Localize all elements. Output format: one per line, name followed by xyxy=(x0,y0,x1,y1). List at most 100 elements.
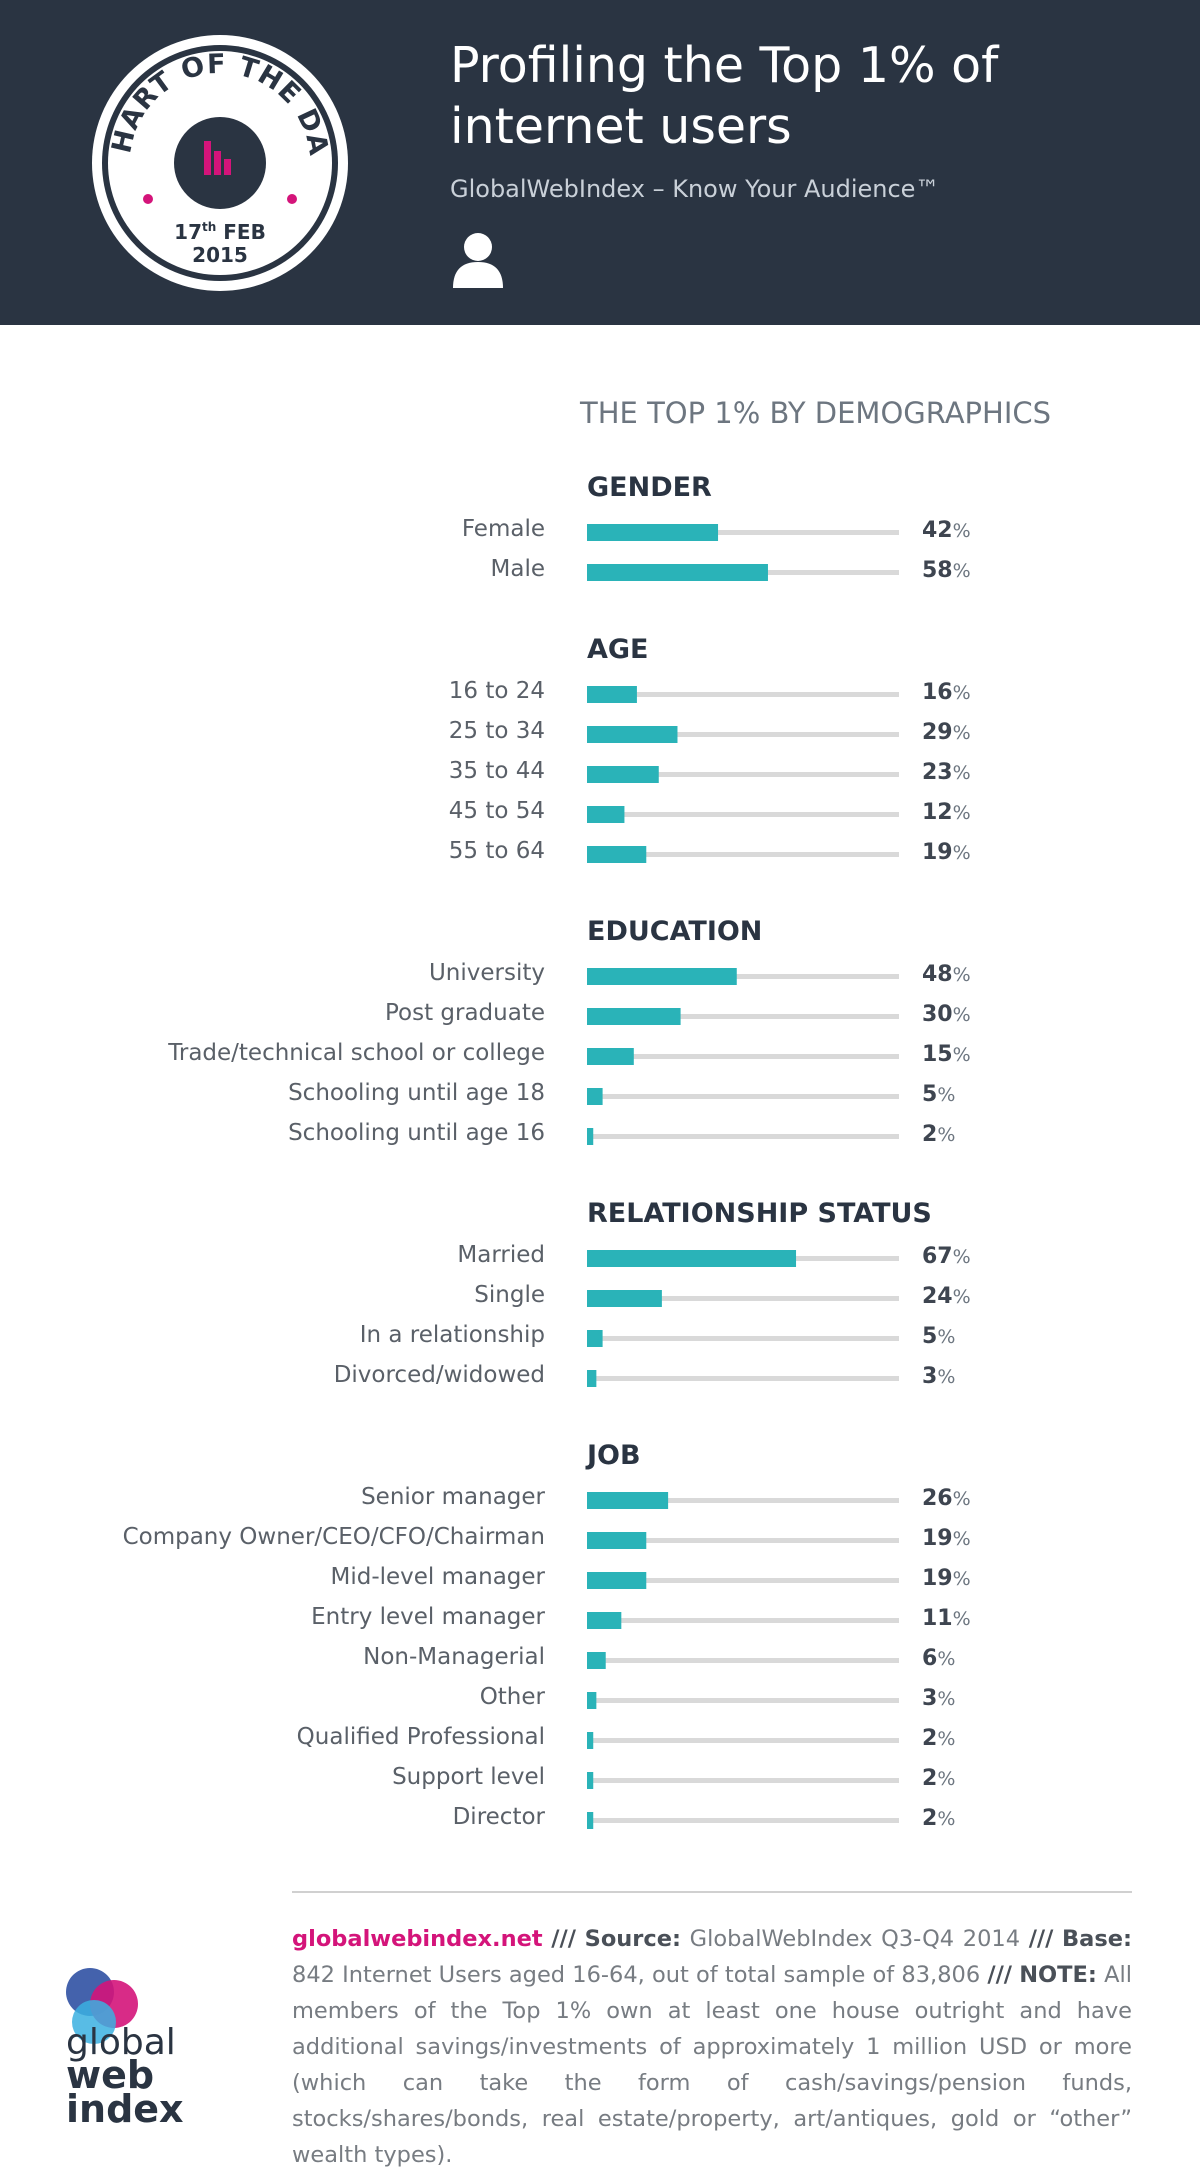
bar-value-entry-level-manager: 11% xyxy=(922,1606,971,1631)
bar-label-trade-technical-school-or-college: Trade/technical school or college xyxy=(167,1040,545,1066)
bar-value-schooling-until-age-18: 5% xyxy=(922,1082,955,1107)
bar-55-to-64 xyxy=(587,846,647,863)
badge-dot-right xyxy=(287,194,297,204)
chart-title: THE TOP 1% BY DEMOGRAPHICS xyxy=(580,396,1052,430)
bar-value-35-to-44: 23% xyxy=(922,760,971,785)
bar-label-non-managerial: Non-Managerial xyxy=(363,1644,545,1670)
bar-entry-level-manager xyxy=(587,1612,622,1629)
logo-word-index: index xyxy=(66,2087,184,2131)
chart-of-the-day-badge: CHART OF THE DAY 17th FEB 2015 xyxy=(90,33,348,291)
bar-label-married: Married xyxy=(457,1242,545,1268)
bar-16-to-24 xyxy=(587,686,637,703)
bar-support-level xyxy=(587,1772,594,1789)
bar-label-senior-manager: Senior manager xyxy=(361,1484,545,1510)
bar-value-mid-level-manager: 19% xyxy=(922,1566,971,1591)
bar-label-university: University xyxy=(429,960,545,986)
bar-label-entry-level-manager: Entry level manager xyxy=(311,1604,545,1630)
bar-label-schooling-until-age-18: Schooling until age 18 xyxy=(288,1080,545,1106)
bar-track xyxy=(587,1054,899,1059)
bar-value-25-to-34: 29% xyxy=(922,720,971,745)
header-banner: CHART OF THE DAY 17th FEB 2015 Profiling… xyxy=(0,0,1200,325)
bar-married xyxy=(587,1250,797,1267)
group-heading-relationship-status: RELATIONSHIP STATUS xyxy=(587,1198,932,1229)
bar-track xyxy=(587,1658,899,1663)
badge-dot-left xyxy=(143,194,153,204)
logo-word-web: web xyxy=(66,2053,155,2097)
bar-qualified-professional xyxy=(587,1732,594,1749)
bar-track xyxy=(587,772,899,777)
bar-other xyxy=(587,1692,597,1709)
bar-track xyxy=(587,1818,899,1823)
bar-label-divorced-widowed: Divorced/widowed xyxy=(334,1362,545,1388)
bar-label-45-to-54: 45 to 54 xyxy=(449,798,545,824)
logo-circles-icon xyxy=(66,1968,138,2044)
bar-label-in-a-relationship: In a relationship xyxy=(360,1322,545,1348)
bar-label-male: Male xyxy=(491,556,545,582)
bar-track xyxy=(587,1498,899,1503)
bar-track xyxy=(587,1738,899,1743)
bar-track xyxy=(587,1336,899,1341)
bar-value-company-owner-ceo-cfo-chairman: 19% xyxy=(922,1526,971,1551)
bar-value-male: 58% xyxy=(922,558,971,583)
bar-director xyxy=(587,1812,594,1829)
separator-1: /// xyxy=(551,1926,576,1952)
note-text: All members of the Top 1% own at least o… xyxy=(292,1962,1133,2168)
bar-value-post-graduate: 30% xyxy=(922,1002,971,1027)
bar-male xyxy=(587,564,768,581)
bar-label-director: Director xyxy=(453,1804,546,1830)
bar-value-university: 48% xyxy=(922,962,971,987)
separator-3: /// xyxy=(987,1962,1013,1988)
bar-company-owner-ceo-cfo-chairman xyxy=(587,1532,647,1549)
bar-value-16-to-24: 16% xyxy=(922,680,971,705)
bar-value-married: 67% xyxy=(922,1244,971,1269)
note-label: NOTE: xyxy=(1019,1962,1097,1988)
footer-notes: globalwebindex.net /// Source: GlobalWeb… xyxy=(292,1921,1132,2173)
bar-label-company-owner-ceo-cfo-chairman: Company Owner/CEO/CFO/Chairman xyxy=(123,1524,545,1550)
bar-value-trade-technical-school-or-college: 15% xyxy=(922,1042,971,1067)
bar-track xyxy=(587,1618,899,1623)
bar-trade-technical-school-or-college xyxy=(587,1048,634,1065)
page-subtitle: GlobalWebIndex – Know Your Audience™ xyxy=(450,175,940,203)
bar-single xyxy=(587,1290,662,1307)
footer-divider xyxy=(292,1891,1132,1893)
bar-label-qualified-professional: Qualified Professional xyxy=(297,1724,545,1750)
logo-word-global: global xyxy=(66,2022,176,2063)
bar-value-qualified-professional: 2% xyxy=(922,1726,955,1751)
bar-label-55-to-64: 55 to 64 xyxy=(449,838,545,864)
bar-value-senior-manager: 26% xyxy=(922,1486,971,1511)
bar-mid-level-manager xyxy=(587,1572,647,1589)
badge-date: 17th FEB xyxy=(174,220,266,244)
bar-schooling-until-age-16 xyxy=(587,1128,594,1145)
bar-track xyxy=(587,1296,899,1301)
bar-track xyxy=(587,974,899,979)
bar-value-in-a-relationship: 5% xyxy=(922,1324,955,1349)
bar-25-to-34 xyxy=(587,726,678,743)
source-link[interactable]: globalwebindex.net xyxy=(292,1926,543,1952)
bar-track xyxy=(587,812,899,817)
separator-2: /// xyxy=(1028,1926,1054,1952)
bar-value-single: 24% xyxy=(922,1284,971,1309)
bar-value-divorced-widowed: 3% xyxy=(922,1364,955,1389)
bar-track xyxy=(587,692,899,697)
bar-45-to-54 xyxy=(587,806,625,823)
base-label: Base: xyxy=(1062,1926,1133,1952)
source-text: GlobalWebIndex Q3-Q4 2014 xyxy=(689,1926,1021,1952)
bar-35-to-44 xyxy=(587,766,659,783)
bar-track xyxy=(587,732,899,737)
bar-label-female: Female xyxy=(462,516,545,542)
bar-value-schooling-until-age-16: 2% xyxy=(922,1122,955,1147)
bar-track xyxy=(587,1538,899,1543)
bar-track xyxy=(587,852,899,857)
bar-label-support-level: Support level xyxy=(392,1764,545,1790)
group-heading-job: JOB xyxy=(585,1440,641,1471)
bar-value-45-to-54: 12% xyxy=(922,800,971,825)
demographics-bar-chart: GENDER Female 42% Male 58% AGE 16 to 24 16% 25 t… xyxy=(123,472,971,1831)
bar-value-non-managerial: 6% xyxy=(922,1646,955,1671)
bar-value-female: 42% xyxy=(922,518,971,543)
bar-senior-manager xyxy=(587,1492,669,1509)
bar-track xyxy=(587,1778,899,1783)
bar-value-director: 2% xyxy=(922,1806,955,1831)
bar-value-other: 3% xyxy=(922,1686,955,1711)
group-heading-education: EDUCATION xyxy=(587,916,762,947)
bar-value-support-level: 2% xyxy=(922,1766,955,1791)
